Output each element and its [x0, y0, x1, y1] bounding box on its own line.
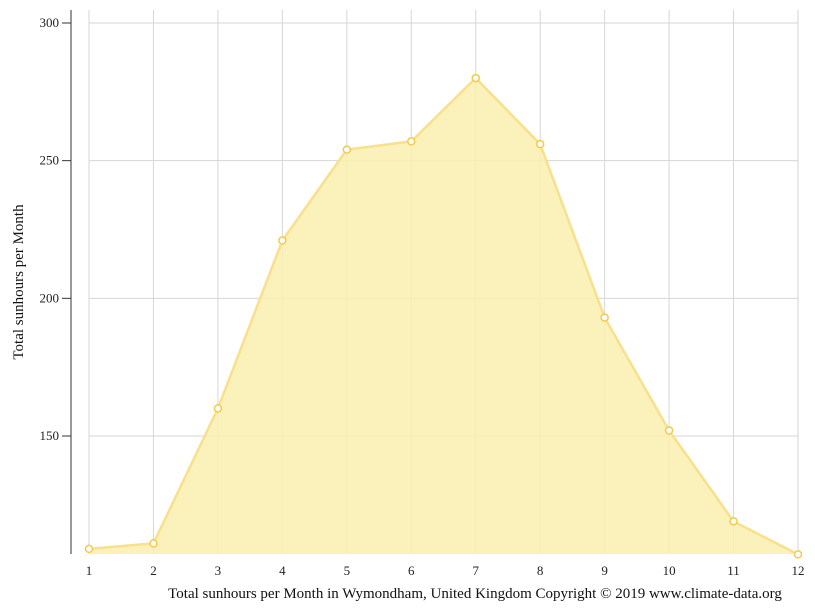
data-point-marker[interactable]: [407, 137, 416, 146]
y-axis: 150 200 250 300: [40, 10, 72, 554]
data-point-marker[interactable]: [471, 73, 480, 83]
y-tick-label: 200: [40, 290, 60, 305]
data-point-marker[interactable]: [729, 517, 738, 526]
data-point-marker[interactable]: [278, 236, 287, 245]
data-point-marker[interactable]: [149, 539, 158, 548]
data-point-marker[interactable]: [342, 145, 352, 154]
data-point-marker[interactable]: [535, 139, 545, 149]
x-tick-label: 8: [537, 563, 544, 578]
x-tick-label: 1: [86, 563, 93, 578]
data-point-marker[interactable]: [664, 426, 674, 435]
y-axis-title: Total sunhours per Month: [11, 204, 27, 360]
x-tick-label: 12: [792, 563, 805, 578]
y-tick-label: 150: [40, 428, 60, 443]
y-tick-label: 250: [40, 153, 60, 168]
x-tick-label: 5: [344, 563, 351, 578]
area-series: [88, 76, 799, 556]
data-point-marker[interactable]: [213, 404, 223, 413]
series-line: [88, 76, 799, 556]
x-axis: 1 2 3 4 5 6 7 8 9 10 11 12: [86, 563, 805, 578]
data-point-marker[interactable]: [793, 550, 803, 559]
area-fill: [89, 78, 798, 555]
x-tick-label: 3: [215, 563, 222, 578]
x-tick-label: 2: [150, 563, 157, 578]
x-tick-label: 11: [727, 563, 740, 578]
x-tick-label: 6: [408, 563, 415, 578]
x-tick-label: 4: [279, 563, 286, 578]
data-point-marker[interactable]: [600, 313, 609, 322]
data-point-marker[interactable]: [84, 544, 94, 554]
x-tick-label: 7: [472, 563, 479, 578]
chart-caption: Total sunhours per Month in Wymondham, U…: [168, 586, 782, 602]
data-point-markers: [84, 73, 803, 559]
x-tick-label: 10: [663, 563, 676, 578]
x-tick-label: 9: [601, 563, 608, 578]
y-tick-label: 300: [40, 15, 60, 30]
